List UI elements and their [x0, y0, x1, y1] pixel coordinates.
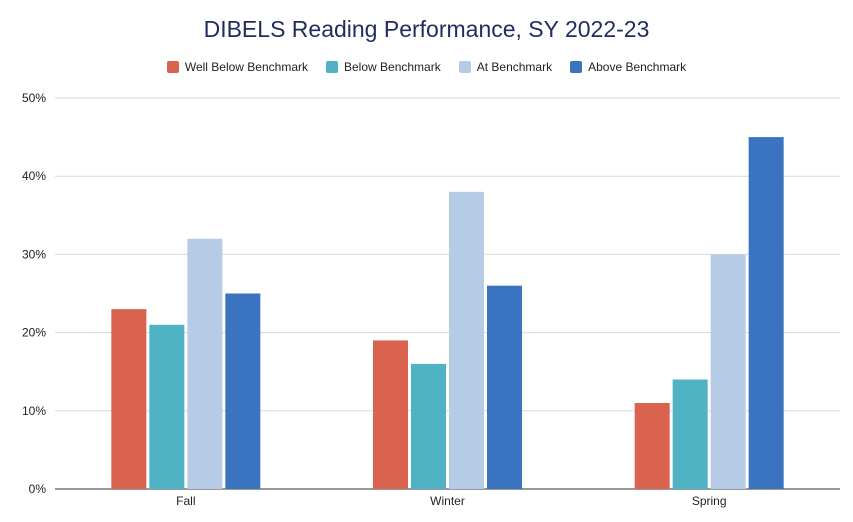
y-tick-label: 0% — [29, 482, 47, 496]
legend-label: Below Benchmark — [344, 60, 441, 74]
bar — [149, 324, 185, 489]
bar — [748, 137, 784, 489]
bar — [225, 293, 261, 489]
y-tick-label: 40% — [22, 169, 46, 183]
bar — [487, 285, 522, 489]
y-tick-label: 50% — [22, 91, 46, 105]
legend-item: Well Below Benchmark — [166, 60, 308, 74]
legend-swatch — [570, 61, 583, 73]
bar — [187, 238, 223, 489]
legend-label: Well Below Benchmark — [184, 60, 308, 74]
x-tick-label: Spring — [692, 494, 727, 508]
legend-item: Above Benchmark — [570, 60, 686, 74]
legend-swatch — [458, 61, 471, 73]
legend-label: At Benchmark — [476, 60, 553, 74]
chart-title: DIBELS Reading Performance, SY 2022-23 — [203, 16, 650, 42]
bar — [710, 254, 746, 489]
x-tick-label: Fall — [176, 494, 195, 508]
bar — [411, 363, 446, 489]
legend: Well Below Benchmark Below Benchmark At Be… — [0, 60, 853, 74]
bar — [373, 340, 408, 489]
bar — [672, 379, 708, 489]
legend-label: Above Benchmark — [588, 60, 687, 74]
legend-swatch — [166, 61, 179, 73]
legend-item: Below Benchmark — [326, 60, 441, 74]
bar — [111, 309, 147, 489]
y-tick-label: 10% — [22, 404, 46, 418]
bar — [449, 191, 484, 489]
legend-item: At Benchmark — [458, 60, 553, 74]
x-tick-label: Winter — [430, 494, 465, 508]
bar — [634, 402, 670, 489]
y-tick-label: 20% — [22, 326, 46, 340]
y-tick-label: 30% — [22, 247, 46, 261]
legend-swatch — [326, 61, 338, 73]
